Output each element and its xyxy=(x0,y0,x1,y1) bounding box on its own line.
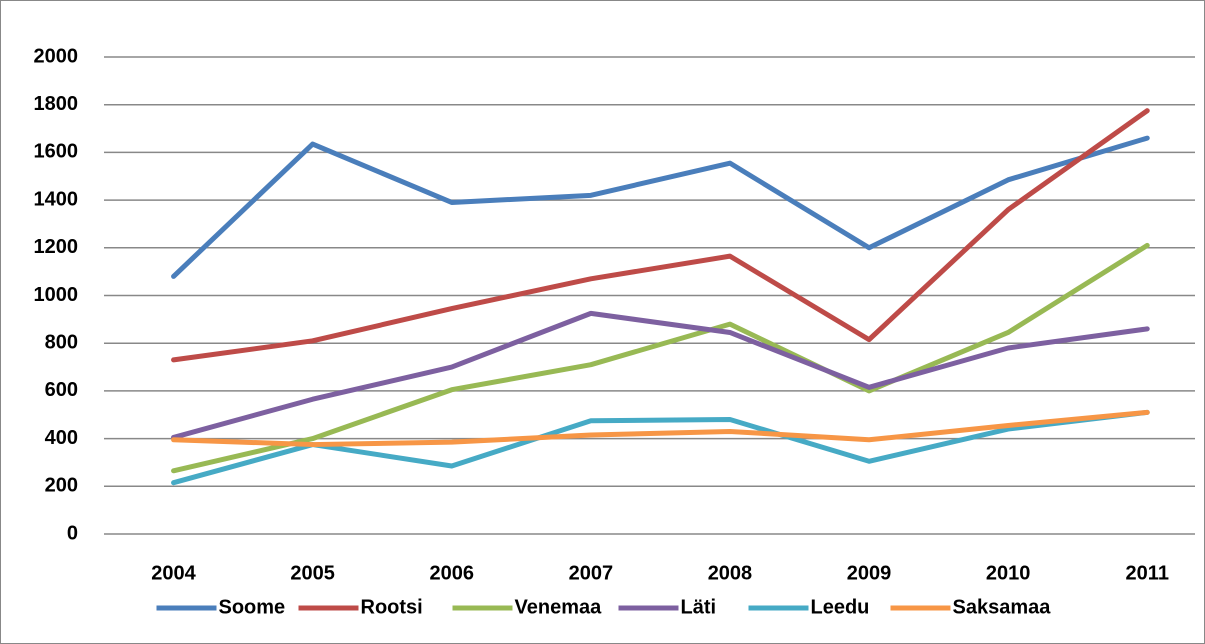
x-tick-label: 2006 xyxy=(430,562,475,584)
series-line xyxy=(171,135,1150,279)
series-line xyxy=(171,242,1150,474)
y-tick-label: 1200 xyxy=(34,236,79,258)
legend-label: Rootsi xyxy=(361,596,423,618)
y-tick-label: 1400 xyxy=(34,188,79,210)
y-tick-label: 1600 xyxy=(34,141,79,163)
legend-label: Läti xyxy=(681,596,717,618)
x-tick-label: 2005 xyxy=(290,562,335,584)
y-tick-label: 0 xyxy=(67,522,78,544)
series-line xyxy=(171,409,1150,486)
series-line xyxy=(171,310,1150,440)
legend-label: Soome xyxy=(219,596,286,618)
y-tick-label: 400 xyxy=(45,427,78,449)
legend-label: Saksamaa xyxy=(953,596,1052,618)
y-tick-label: 1000 xyxy=(34,284,79,306)
legend-label: Venemaa xyxy=(515,596,603,618)
y-tick-label: 1800 xyxy=(34,93,79,115)
x-tick-label: 2011 xyxy=(1126,562,1169,584)
legend-label: Leedu xyxy=(811,596,870,618)
y-tick-label: 2000 xyxy=(34,45,79,67)
x-tick-label: 2009 xyxy=(847,562,892,584)
series-line xyxy=(171,409,1150,448)
y-tick-label: 200 xyxy=(45,475,78,497)
x-tick-label: 2010 xyxy=(986,562,1031,584)
x-tick-label: 2008 xyxy=(708,562,753,584)
y-tick-label: 600 xyxy=(45,379,78,401)
y-tick-label: 800 xyxy=(45,331,78,353)
series-line xyxy=(171,108,1150,363)
x-tick-label: 2007 xyxy=(569,562,614,584)
x-tick-label: 2004 xyxy=(151,562,196,584)
